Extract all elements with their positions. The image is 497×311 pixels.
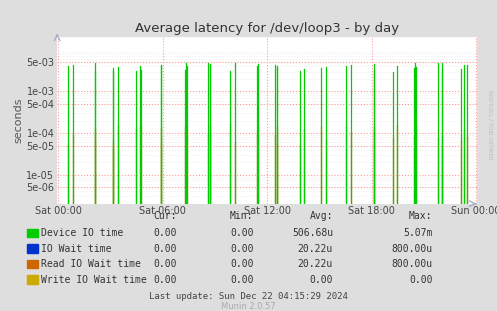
Text: 0.00: 0.00 [153, 275, 176, 285]
Text: Max:: Max: [409, 211, 432, 221]
Text: Min:: Min: [230, 211, 253, 221]
Text: 800.00u: 800.00u [391, 244, 432, 254]
Text: 506.68u: 506.68u [292, 228, 333, 238]
Text: 5.07m: 5.07m [403, 228, 432, 238]
Text: 0.00: 0.00 [153, 259, 176, 269]
Text: Last update: Sun Dec 22 04:15:29 2024: Last update: Sun Dec 22 04:15:29 2024 [149, 292, 348, 301]
Text: 20.22u: 20.22u [298, 244, 333, 254]
Text: IO Wait time: IO Wait time [41, 244, 112, 254]
Text: 0.00: 0.00 [230, 228, 253, 238]
Text: 0.00: 0.00 [310, 275, 333, 285]
Text: 0.00: 0.00 [153, 228, 176, 238]
Text: Cur:: Cur: [153, 211, 176, 221]
Text: Read IO Wait time: Read IO Wait time [41, 259, 141, 269]
Y-axis label: seconds: seconds [13, 98, 23, 143]
Text: Write IO Wait time: Write IO Wait time [41, 275, 147, 285]
Title: Average latency for /dev/loop3 - by day: Average latency for /dev/loop3 - by day [135, 22, 399, 35]
Text: 800.00u: 800.00u [391, 259, 432, 269]
Text: 0.00: 0.00 [153, 244, 176, 254]
Text: 20.22u: 20.22u [298, 259, 333, 269]
Text: 0.00: 0.00 [409, 275, 432, 285]
Text: Device IO time: Device IO time [41, 228, 123, 238]
Text: Munin 2.0.57: Munin 2.0.57 [221, 301, 276, 310]
Text: Avg:: Avg: [310, 211, 333, 221]
Text: RRDTOOL / TOBI OETIKER: RRDTOOL / TOBI OETIKER [487, 90, 492, 159]
Text: 0.00: 0.00 [230, 244, 253, 254]
Text: 0.00: 0.00 [230, 259, 253, 269]
Text: 0.00: 0.00 [230, 275, 253, 285]
